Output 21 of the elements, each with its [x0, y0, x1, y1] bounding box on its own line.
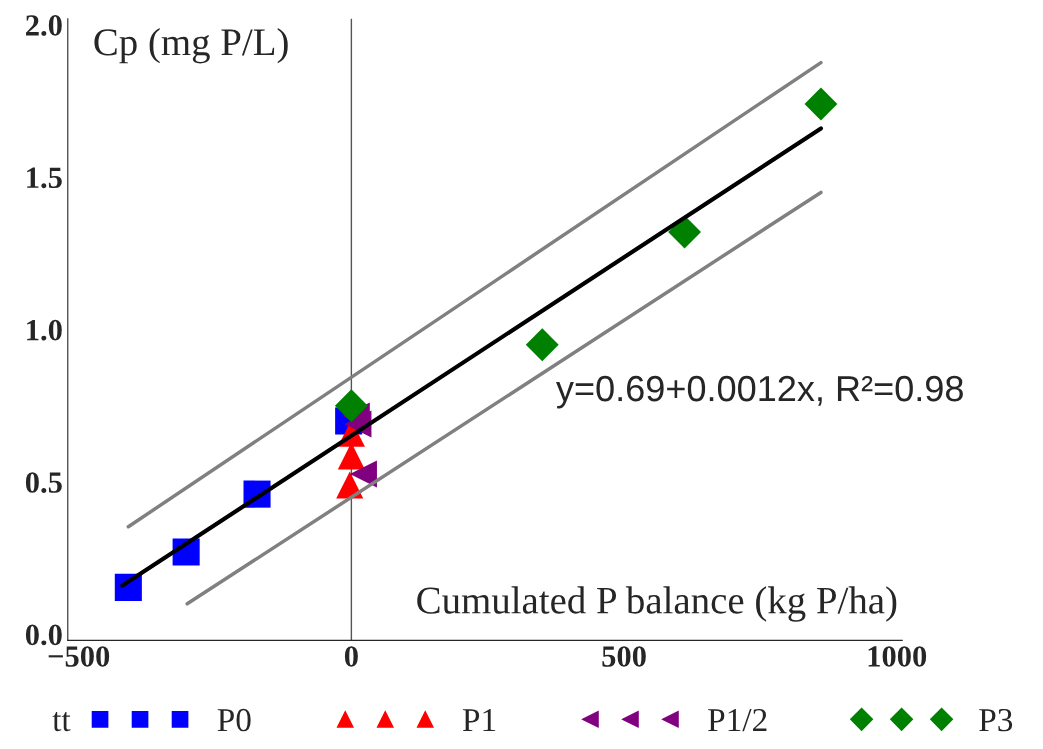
point [804, 87, 838, 121]
x-axis-title: Cumulated P balance (kg P/ha) [417, 586, 897, 622]
y-tick-label: 1.0 [27, 319, 62, 341]
legend-label: P0 [217, 708, 251, 732]
legend-label: P3 [979, 708, 1013, 732]
y-tick-label: 0.0 [25, 624, 62, 646]
y-axis-title: Cp (mg P/L) [94, 28, 288, 64]
legend-label: P1/2 [708, 708, 767, 732]
x-tick-label: 0 [344, 646, 358, 667]
x-tick-label: 1000 [868, 646, 927, 667]
point [334, 389, 368, 423]
legend-label: P1 [462, 709, 496, 732]
legend-title: tt [52, 712, 71, 732]
point [349, 460, 377, 488]
x-tick-label: 500 [602, 646, 646, 667]
y-tick-label: 2.0 [26, 15, 62, 36]
point [525, 328, 559, 362]
x-tick-label: −500 [48, 646, 110, 667]
y-tick-label: 0.5 [25, 472, 62, 493]
y-tick-label: 1.5 [27, 167, 62, 189]
annotation: y=0.69+0.0012x, R²=0.98 [556, 375, 963, 409]
